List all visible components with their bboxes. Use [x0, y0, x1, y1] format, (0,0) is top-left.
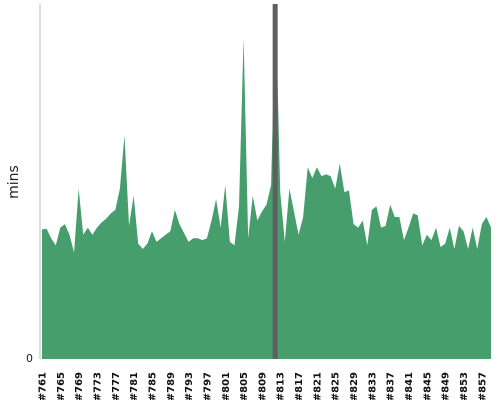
x-tick-label: #813 — [276, 372, 287, 400]
x-tick-label: #821 — [312, 372, 323, 400]
x-tick-label: #829 — [349, 372, 360, 400]
x-tick-label: #785 — [147, 372, 158, 400]
x-tick-label: #857 — [477, 372, 488, 400]
x-tick-label: #765 — [56, 372, 67, 400]
x-axis-ticks: #761 #765 #769 #773 #777 #781 #785 #789 #793 #797… — [38, 372, 489, 400]
x-tick-label: #777 — [111, 372, 122, 400]
x-tick-label: #805 — [239, 372, 250, 400]
x-tick-label: #833 — [367, 372, 378, 400]
x-tick-label: #845 — [422, 372, 433, 400]
x-tick-label: #837 — [386, 372, 397, 400]
x-tick-label: #789 — [166, 372, 177, 400]
x-tick-label: #793 — [184, 372, 195, 400]
build-time-area — [42, 4, 491, 359]
x-tick-label: #761 — [38, 372, 49, 400]
x-tick-label: #801 — [221, 372, 232, 400]
x-tick-label: #853 — [459, 372, 470, 400]
selected-build-marker[interactable] — [272, 4, 278, 359]
x-tick-label: #781 — [129, 372, 140, 400]
x-tick-label: #809 — [257, 372, 268, 400]
x-tick-label: #841 — [404, 372, 415, 400]
x-tick-label: #817 — [294, 372, 305, 400]
x-tick-label: #773 — [92, 372, 103, 400]
y-axis-label: mins — [6, 165, 22, 199]
x-tick-label: #797 — [202, 372, 213, 400]
x-tick-label: #825 — [331, 372, 342, 400]
x-tick-label: #849 — [441, 372, 452, 400]
y-tick-label: 0 — [26, 352, 33, 365]
x-tick-label: #769 — [74, 372, 85, 400]
